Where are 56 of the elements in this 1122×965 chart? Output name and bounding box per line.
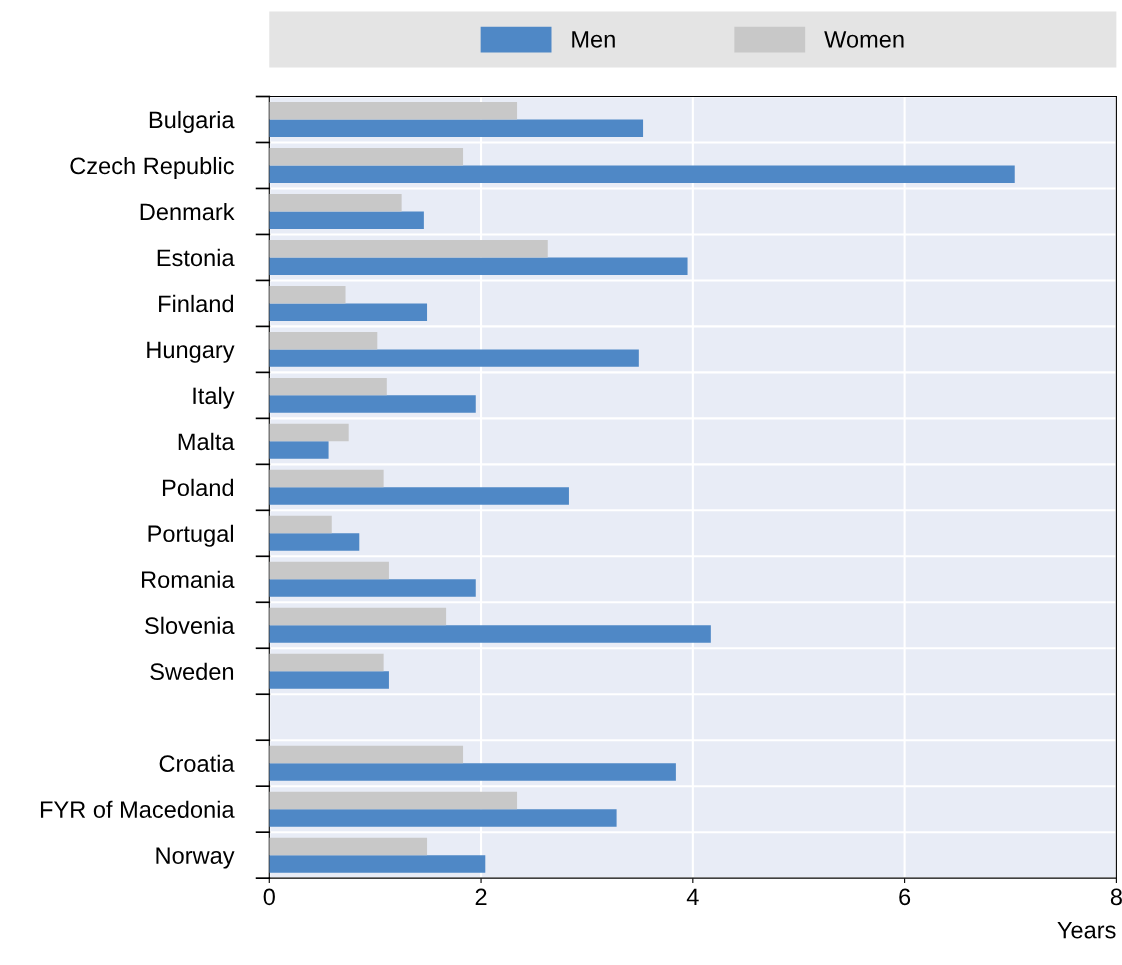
bar [269, 533, 360, 551]
bar [269, 331, 378, 350]
y-tick-label: FYR of Macedonia [40, 800, 235, 818]
y-tick-label: Romania [142, 570, 235, 589]
bar [269, 257, 688, 275]
bar [269, 487, 569, 505]
y-tick-label: Croatia [159, 754, 235, 772]
bar [269, 395, 476, 413]
y-tick-label: Finland [159, 294, 234, 313]
bar [269, 579, 476, 597]
bar [269, 515, 332, 534]
bar [269, 148, 464, 166]
y-tick-label: Slovenia [145, 616, 235, 635]
x-tick-label: 0 [263, 888, 275, 906]
y-tick-label: Denmark [140, 202, 235, 221]
legend-label: Men [572, 31, 615, 48]
bar [269, 855, 486, 873]
bar [269, 441, 329, 459]
y-tick-label: Hungary [147, 341, 235, 363]
bar [269, 671, 389, 689]
bar [269, 423, 349, 442]
y-tick-label: Norway [156, 847, 235, 869]
bar [269, 165, 1015, 183]
bar [269, 837, 428, 856]
bar [269, 102, 518, 120]
x-tick-label: 6 [899, 888, 911, 906]
bar [269, 809, 617, 827]
bar [269, 193, 402, 212]
bar [269, 211, 424, 229]
bar [269, 745, 464, 764]
x-tick-label: 2 [475, 888, 487, 905]
y-tick-label: Portugal [148, 524, 233, 547]
bar [269, 791, 518, 810]
x-axis-title: Years [1057, 922, 1116, 939]
y-tick-label: Sweden [150, 662, 234, 681]
y-tick-label: Malta [178, 432, 235, 451]
bar [269, 763, 676, 781]
legend-label: Women [824, 31, 904, 48]
y-tick-label: Czech Republic [70, 156, 234, 179]
bar [269, 285, 346, 304]
bar [269, 607, 447, 626]
bar [269, 625, 711, 643]
bar [269, 653, 384, 672]
bar [269, 561, 389, 580]
bar [269, 469, 384, 488]
bar [269, 239, 548, 258]
y-tick-label: Bulgaria [149, 110, 235, 133]
bar [269, 377, 387, 396]
y-tick-label: Poland [162, 478, 234, 497]
y-tick-label: Italy [193, 386, 235, 409]
x-tick-label: 8 [1110, 888, 1122, 906]
y-tick-label: Estonia [157, 248, 235, 267]
bar [269, 119, 644, 137]
bar [269, 303, 428, 321]
x-tick-label: 4 [686, 888, 699, 905]
bar [269, 349, 639, 367]
